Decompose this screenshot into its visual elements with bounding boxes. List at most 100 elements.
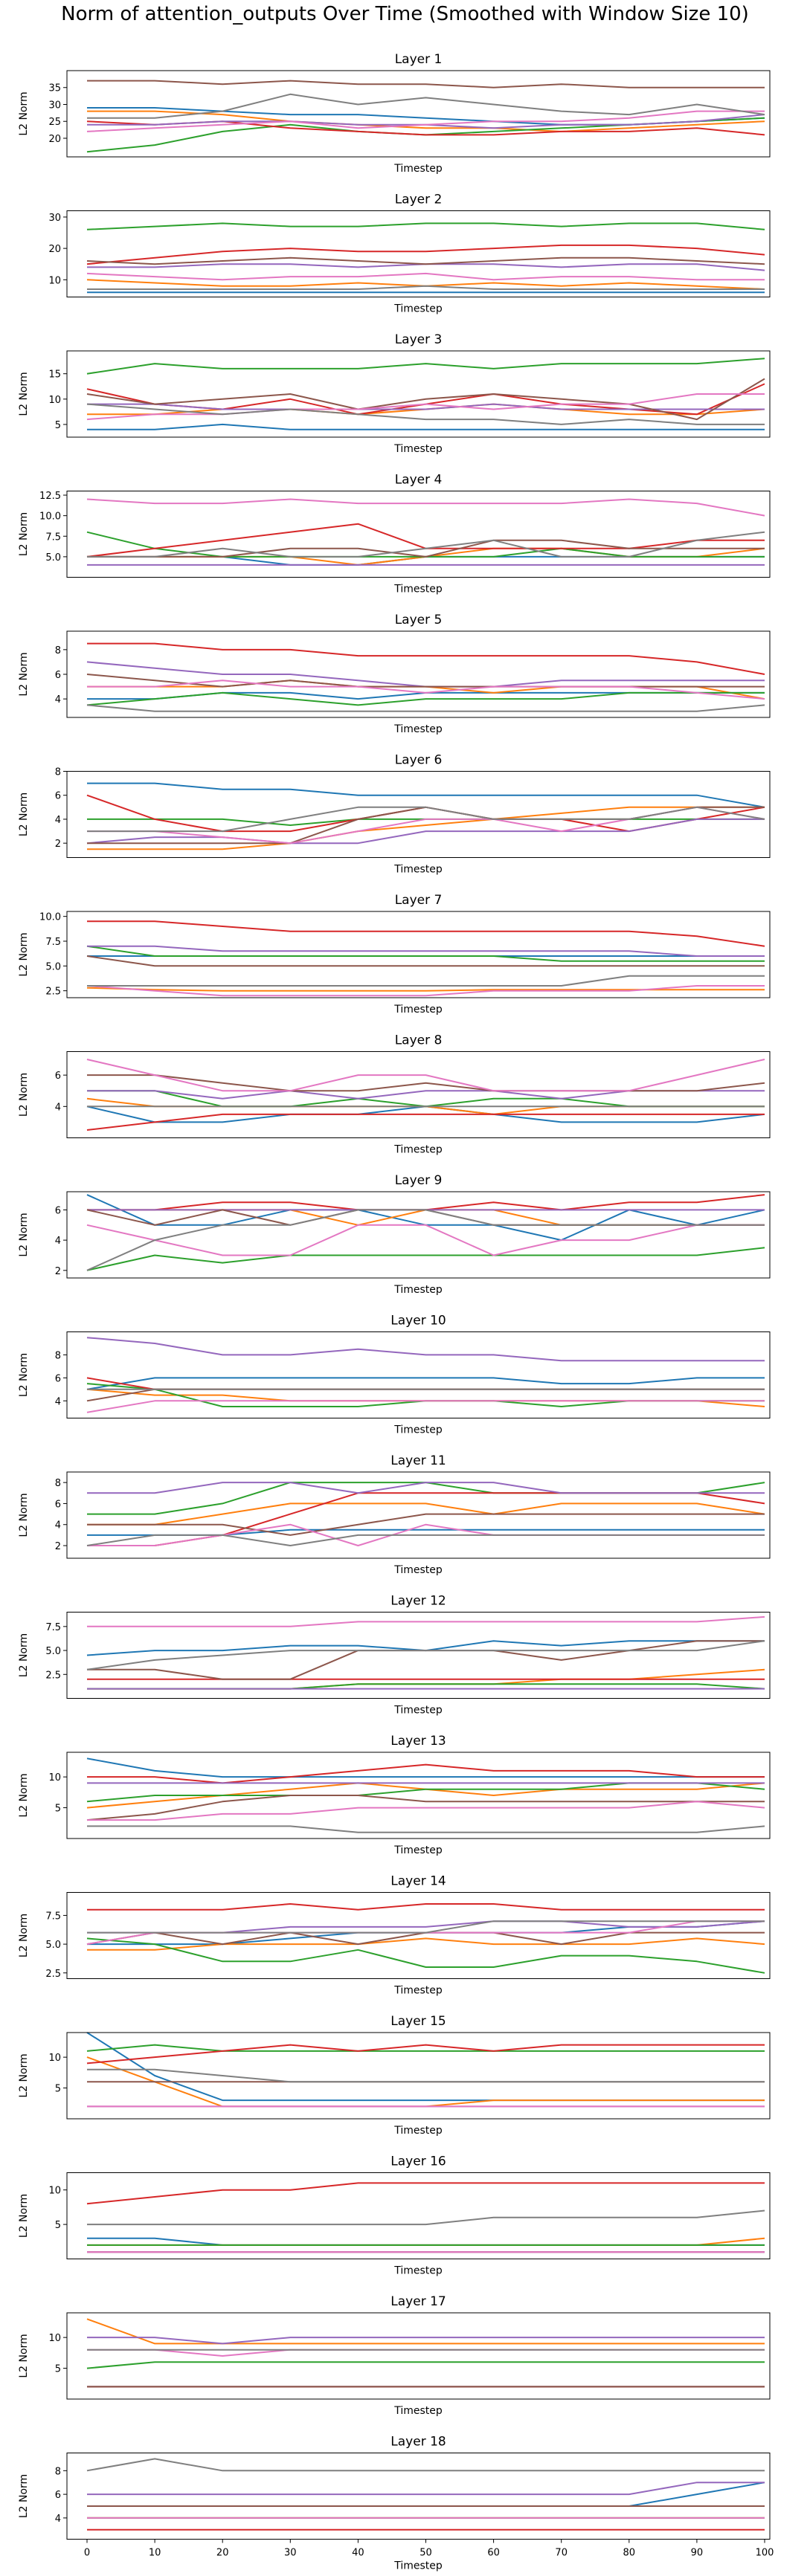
y-tick-label: 7.5 [45, 937, 61, 948]
x-axis-label: Timestep [393, 1144, 443, 1156]
x-axis-label: Timestep [393, 1705, 443, 1717]
y-tick-label: 8 [55, 1350, 61, 1361]
series-line [86, 393, 765, 421]
plot-frame [66, 1752, 771, 1839]
subplot-layer-11: Layer 11 2 4 6 8 Timestep L2 Norm [18, 1453, 771, 1576]
series-line [86, 1209, 765, 1271]
series-line [86, 358, 765, 375]
y-tick-label: 15 [48, 369, 61, 381]
subplot-layer-13: Layer 13 5 10 Timestep L2 Norm [18, 1734, 771, 1856]
x-tick-label: 0 [84, 2548, 90, 2559]
y-tick-label: 4 [55, 1236, 61, 1247]
series-line [87, 1903, 765, 1911]
y-tick-label: 2 [55, 839, 61, 850]
subplot-title: Layer 13 [390, 1734, 446, 1749]
y-tick-label: 5 [55, 420, 61, 431]
series-line [86, 222, 765, 230]
subplot-layer-10: Layer 10 4 6 8 Timestep L2 Norm [18, 1314, 771, 1436]
subplot-title: Layer 11 [390, 1453, 446, 1468]
x-tick-label: 20 [216, 2548, 229, 2559]
series-line [87, 1801, 765, 1821]
subplot-layer-4: Layer 4 5.0 7.5 10.0 12.5 Timestep L2 Norm [18, 473, 771, 595]
series-line [87, 1615, 765, 1627]
y-tick-label: 2 [55, 1266, 61, 1277]
subplot-title: Layer 7 [395, 893, 443, 908]
subplot-layer-7: Layer 7 2.5 5.0 7.5 10.0 Timestep L2 Norm [18, 893, 771, 1016]
subplot-layer-6: Layer 6 2 4 6 8 Timestep L2 Norm [18, 753, 771, 876]
subplot-title: Layer 15 [390, 2014, 446, 2029]
y-tick-label: 10 [48, 2186, 61, 2197]
series-line [87, 555, 765, 566]
subplot-title: Layer 2 [395, 193, 443, 207]
series-line [87, 2337, 765, 2345]
series-line [87, 1502, 765, 1526]
series-line [86, 272, 765, 281]
series-line [87, 1074, 765, 1092]
plot-frame [66, 1471, 771, 1559]
y-axis-label: L2 Norm [18, 1353, 30, 1397]
subplot-layer-12: Layer 12 2.5 5.0 7.5 Timestep L2 Norm [18, 1594, 771, 1717]
series-line [87, 1920, 765, 1934]
y-axis-label: L2 Norm [18, 793, 30, 836]
x-axis-label: Timestep [393, 584, 443, 595]
y-tick-label: 2.5 [45, 1969, 61, 1980]
series-line [86, 1534, 765, 1546]
y-axis-label: L2 Norm [18, 1633, 30, 1677]
series-line [86, 523, 765, 558]
x-tick-label: 40 [352, 2548, 364, 2559]
y-tick-label: 7.5 [45, 1622, 61, 1633]
plot-frame [66, 1191, 771, 1279]
series-line [87, 1937, 765, 1951]
y-axis-label: L2 Norm [18, 2194, 30, 2238]
series-line [87, 642, 765, 675]
series-line [86, 1377, 765, 1390]
y-tick-label: 10 [48, 2053, 61, 2064]
series-line [86, 2032, 765, 2102]
series-line [87, 818, 765, 826]
y-tick-label: 2.5 [45, 987, 61, 998]
subplot-title: Layer 18 [390, 2435, 446, 2450]
subplot-title: Layer 6 [395, 753, 443, 768]
y-axis-label: L2 Norm [18, 1773, 30, 1817]
subplot-title: Layer 4 [395, 473, 443, 488]
y-tick-label: 5 [55, 2084, 61, 2095]
x-axis-label: Timestep [393, 2560, 443, 2572]
y-tick-label: 4 [55, 1102, 61, 1113]
series-line [86, 498, 765, 517]
subplot-layer-3: Layer 3 5 10 15 Timestep L2 Norm [18, 332, 771, 455]
series-line [87, 1482, 765, 1494]
x-tick-label: 80 [623, 2548, 636, 2559]
y-tick-label: 20 [48, 244, 61, 255]
series-line [87, 1194, 765, 1211]
plot-frame [66, 1331, 771, 1418]
series-line [87, 679, 765, 700]
y-tick-label: 6 [55, 1205, 61, 1216]
series-line [86, 378, 765, 421]
subplot-layer-9: Layer 9 2 4 6 Timestep L2 Norm [18, 1173, 771, 1296]
series-line [87, 782, 765, 808]
series-line [87, 1513, 765, 1536]
subplot-title: Layer 5 [395, 613, 443, 627]
plot-frame [66, 2032, 771, 2120]
plot-frame [66, 630, 771, 718]
x-axis-label: Timestep [393, 1284, 443, 1296]
series-line [86, 1757, 765, 1778]
series-line [86, 704, 765, 712]
y-tick-label: 6 [55, 791, 61, 802]
x-tick-label: 90 [691, 2548, 704, 2559]
series-line [86, 403, 765, 425]
x-tick-label: 30 [284, 2548, 297, 2559]
y-tick-label: 8 [55, 2466, 61, 2477]
series-line [86, 1640, 765, 1670]
series-line [86, 1059, 765, 1092]
subplot-title: Layer 14 [390, 1874, 446, 1889]
series-line [86, 110, 765, 132]
y-axis-label: L2 Norm [18, 91, 30, 135]
x-axis-label: Timestep [393, 1424, 443, 1436]
series-line [87, 531, 765, 558]
subplot-layer-15: Layer 15 5 10 Timestep L2 Norm [18, 2014, 771, 2137]
plot-frame [66, 210, 771, 297]
y-tick-label: 4 [55, 694, 61, 706]
x-tick-label: 100 [756, 2548, 774, 2559]
